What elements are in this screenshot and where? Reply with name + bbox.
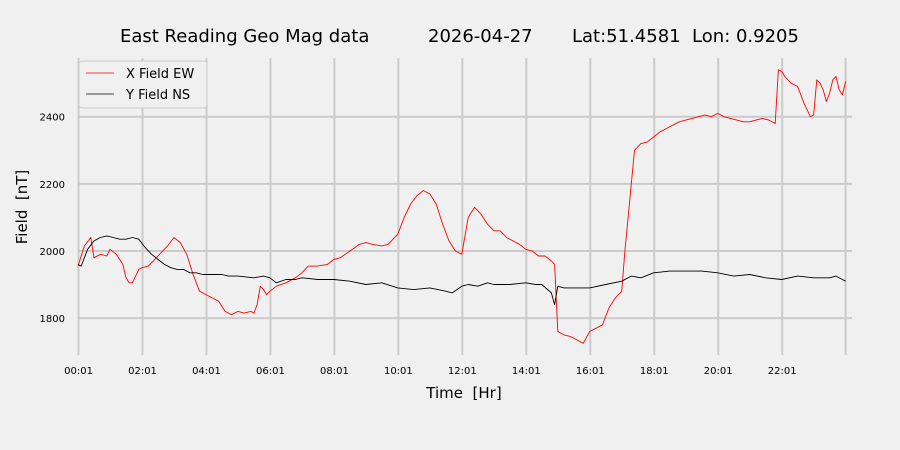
- y-axis-label: Field [nT]: [13, 170, 31, 245]
- x-axis-label: Time [Hr]: [425, 384, 501, 402]
- tick-layer: 1800 2000 2200 2400 00:01 02:01 04:01 06:01 08:0…: [40, 113, 797, 377]
- x-tick-label-5: 10:01: [384, 366, 413, 377]
- legend: X Field EW Y Field NS: [78, 60, 208, 109]
- x-tick-label-7: 14:01: [512, 366, 541, 377]
- series-line-y-field-ns: [77, 235, 846, 306]
- y-tick-label-3: 2400: [40, 113, 65, 124]
- x-tick-label-6: 12:01: [448, 366, 477, 377]
- y-tick-label-2: 2200: [40, 180, 65, 191]
- x-tick-label-9: 18:01: [640, 366, 669, 377]
- x-tick-label-10: 20:01: [704, 366, 733, 377]
- chart-title-location: Lat:51.4581 Lon: 0.9205: [572, 26, 799, 47]
- x-tick-label-8: 16:01: [576, 366, 605, 377]
- x-tick-label-11: 22:01: [768, 366, 797, 377]
- x-tick-label-1: 02:01: [128, 366, 157, 377]
- x-tick-label-0: 00:01: [64, 366, 93, 377]
- chart-title-date: 2026-04-27: [428, 26, 533, 47]
- chart-title-name: East Reading Geo Mag data: [120, 26, 369, 47]
- y-tick-label-0: 1800: [40, 314, 65, 325]
- x-tick-label-2: 04:01: [192, 366, 221, 377]
- legend-label-x-field: X Field EW: [126, 67, 194, 82]
- series-layer: [77, 69, 847, 344]
- legend-label-y-field: Y Field NS: [125, 88, 190, 103]
- series-line-x-field-ew: [77, 69, 847, 344]
- y-tick-label-1: 2000: [40, 247, 65, 258]
- x-tick-label-4: 08:01: [320, 366, 349, 377]
- x-tick-label-3: 06:01: [256, 366, 285, 377]
